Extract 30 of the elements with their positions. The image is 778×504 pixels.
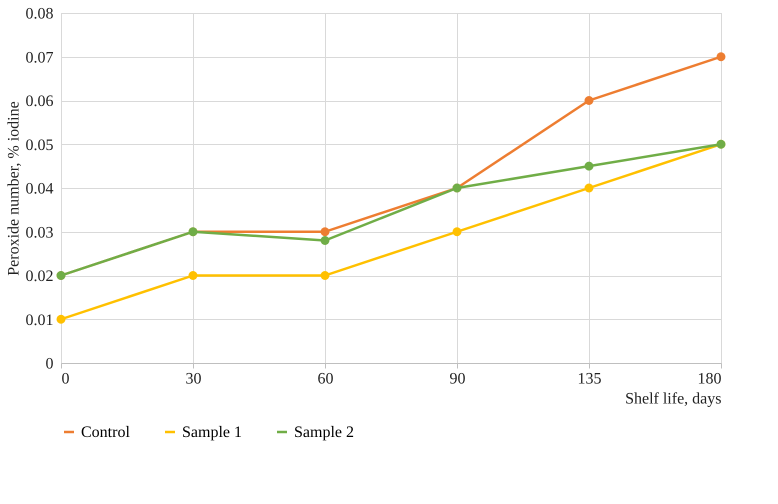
- legend-label: Control: [81, 424, 130, 441]
- point: [320, 227, 330, 236]
- x-tick-label: 0: [62, 370, 70, 388]
- point: [320, 271, 330, 280]
- y-tick-label: 0.03: [26, 224, 54, 242]
- y-axis-title: Peroxide number, % iodine: [6, 101, 22, 276]
- y-tick-label: 0.08: [26, 6, 54, 22]
- point: [320, 236, 330, 245]
- point: [452, 227, 462, 236]
- legend-label: Sample 2: [294, 424, 354, 441]
- point: [716, 52, 726, 62]
- y-tick-label: 0.01: [26, 312, 54, 329]
- point: [188, 271, 198, 280]
- point: [584, 96, 594, 105]
- x-axis-title: Shelf life, days: [625, 390, 722, 408]
- x-tick-label: 90: [450, 370, 466, 388]
- x-tick-label: 135: [578, 370, 602, 388]
- x-tick-label: 60: [318, 370, 334, 388]
- x-tick-label: 180: [698, 370, 722, 388]
- y-tick-label: 0: [46, 356, 54, 372]
- y-tick-label: 0.05: [26, 136, 54, 154]
- point: [56, 314, 66, 324]
- y-tick-label: 0.04: [26, 180, 54, 198]
- point: [584, 184, 594, 192]
- y-tick-label: 0.06: [26, 93, 54, 110]
- point: [584, 162, 594, 171]
- y-tick-label: 0.07: [26, 49, 54, 66]
- legend-label: Sample 1: [182, 424, 242, 441]
- y-tick-label: 0.02: [26, 268, 54, 285]
- x-tick-label: 30: [186, 370, 202, 388]
